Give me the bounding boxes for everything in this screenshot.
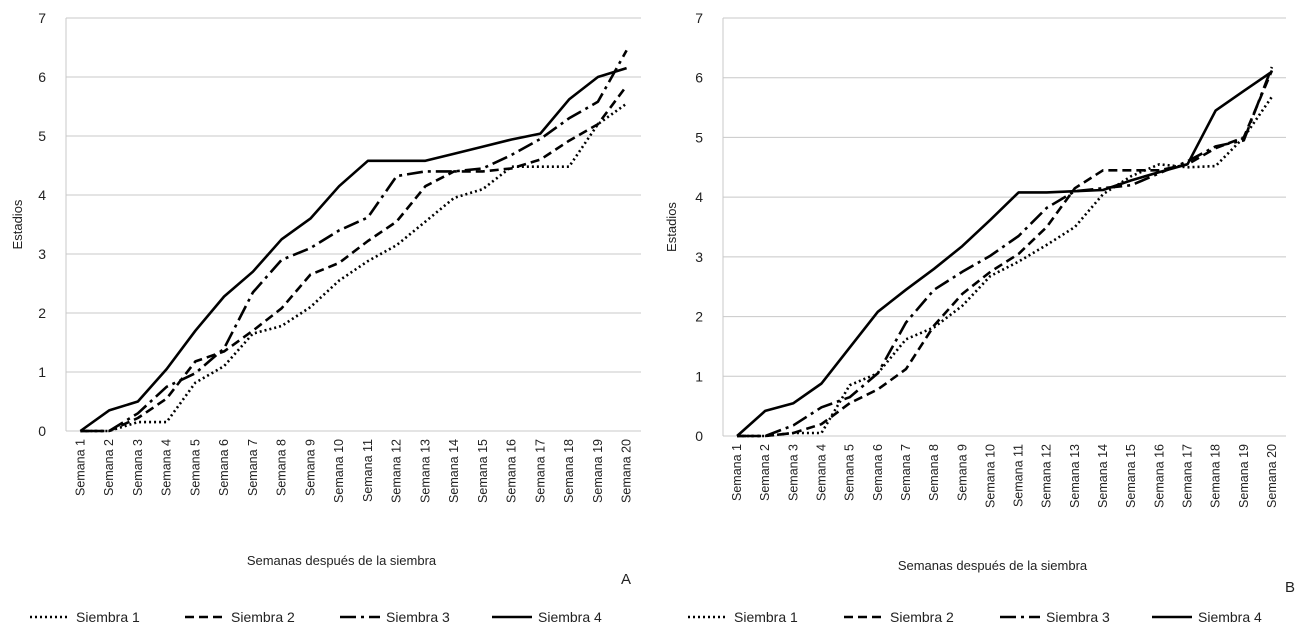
x-tick-label: Semana 2 <box>102 439 116 496</box>
x-tick-label: Semana 18 <box>1209 444 1223 508</box>
x-tick-label: Semana 7 <box>899 444 913 501</box>
y-tick-label: 6 <box>695 70 703 86</box>
line-chart-a: 0 1 2 3 4 5 6 7 Semana 1 Semana 2 Semana 3 Semana 4… <box>10 10 641 625</box>
x-tick-label: Semana 10 <box>332 439 346 503</box>
legend-label: Siembra 2 <box>890 609 954 625</box>
x-tick-label: Semana 20 <box>1265 444 1279 508</box>
x-tick-label: Semana 1 <box>73 439 87 496</box>
series-line-4 <box>79 66 627 433</box>
x-tick-label: Semana 12 <box>1040 444 1054 508</box>
x-tick-label: Semana 3 <box>131 439 145 496</box>
x-tick-label: Semana 20 <box>620 439 634 503</box>
x-tick-label: Semana 4 <box>815 444 829 501</box>
x-tick-label: Semana 16 <box>505 439 519 503</box>
x-tick-label: Semana 6 <box>217 439 231 496</box>
series-line-3 <box>80 49 628 433</box>
x-tick-label: Semana 14 <box>447 439 461 503</box>
x-tick-label: Semana 3 <box>786 444 800 501</box>
legend-label: Siembra 1 <box>76 609 140 625</box>
x-tick-label: Semana 11 <box>361 439 375 502</box>
y-tick-label: 3 <box>38 246 46 262</box>
x-tick-label: Semana 17 <box>1180 444 1194 508</box>
chart-panel-a: 0 1 2 3 4 5 6 7 Semana 1 Semana 2 Semana 3 Semana 4… <box>0 0 650 632</box>
x-tick-label: Semana 16 <box>1152 444 1166 508</box>
y-tick-label: 3 <box>695 249 703 265</box>
series-line-1 <box>80 102 628 433</box>
x-tick-label: Semana 5 <box>188 439 202 496</box>
legend-label: Siembra 2 <box>231 609 295 625</box>
series-line-3 <box>737 66 1274 438</box>
series-line-2 <box>737 69 1274 438</box>
x-tick-label: Semana 10 <box>983 444 997 508</box>
x-axis-title: Semanas después de la siembra <box>898 558 1088 573</box>
x-tick-label: Semana 12 <box>390 439 404 503</box>
legend-label: Siembra 3 <box>386 609 450 625</box>
y-tick-label: 2 <box>695 309 703 325</box>
y-axis-title: Estadios <box>10 199 25 249</box>
series-line-2 <box>80 85 628 433</box>
y-tick-label: 0 <box>38 423 46 439</box>
y-axis-title: Estadios <box>664 202 679 252</box>
y-tick-label: 1 <box>38 364 46 380</box>
panel-label: B <box>1285 579 1295 596</box>
legend-label: Siembra 3 <box>1046 609 1110 625</box>
x-tick-label: Semana 9 <box>955 444 969 501</box>
y-tick-label: 7 <box>695 10 703 26</box>
legend-label: Siembra 4 <box>538 609 602 625</box>
x-tick-label: Semana 8 <box>927 444 941 501</box>
y-tick-label: 2 <box>38 305 46 321</box>
legend-label: Siembra 1 <box>734 609 798 625</box>
x-tick-label: Semana 4 <box>160 439 174 496</box>
x-tick-label: Semana 17 <box>533 439 547 503</box>
y-tick-label: 0 <box>695 428 703 444</box>
x-tick-label: Semana 8 <box>275 439 289 496</box>
x-tick-label: Semana 11 <box>1012 444 1026 507</box>
x-tick-label: Semana 7 <box>246 439 260 496</box>
y-tick-label: 1 <box>695 368 703 384</box>
x-tick-label: Semana 19 <box>1237 444 1251 508</box>
x-tick-label: Semana 19 <box>591 439 605 503</box>
x-tick-label: Semana 1 <box>730 444 744 501</box>
y-tick-label: 6 <box>38 69 46 85</box>
chart-panel-b: 0 1 2 3 4 5 6 7 Semana 1 Semana 2 Semana 3 Semana 4… <box>654 0 1304 632</box>
y-tick-label: 4 <box>38 187 46 203</box>
x-axis-title: Semanas después de la siembra <box>247 553 437 568</box>
y-tick-label: 5 <box>38 128 46 144</box>
x-tick-label: Semana 18 <box>562 439 576 503</box>
x-tick-label: Semana 15 <box>476 439 490 503</box>
y-tick-label: 5 <box>695 129 703 145</box>
line-chart-b: 0 1 2 3 4 5 6 7 Semana 1 Semana 2 Semana 3 Semana 4… <box>664 10 1295 625</box>
x-tick-label: Semana 5 <box>843 444 857 501</box>
x-tick-label: Semana 15 <box>1124 444 1138 508</box>
series-line-4 <box>736 70 1273 437</box>
legend-label: Siembra 4 <box>1198 609 1262 625</box>
panel-label: A <box>621 571 631 588</box>
x-tick-label: Semana 13 <box>418 439 432 503</box>
y-tick-label: 4 <box>695 189 703 205</box>
x-tick-label: Semana 14 <box>1096 444 1110 508</box>
x-tick-label: Semana 13 <box>1068 444 1082 508</box>
x-tick-label: Semana 2 <box>758 444 772 501</box>
x-tick-label: Semana 9 <box>303 439 317 496</box>
y-tick-label: 7 <box>38 10 46 26</box>
x-tick-label: Semana 6 <box>871 444 885 501</box>
